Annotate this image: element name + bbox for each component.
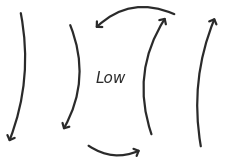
Text: Low: Low <box>96 71 126 86</box>
